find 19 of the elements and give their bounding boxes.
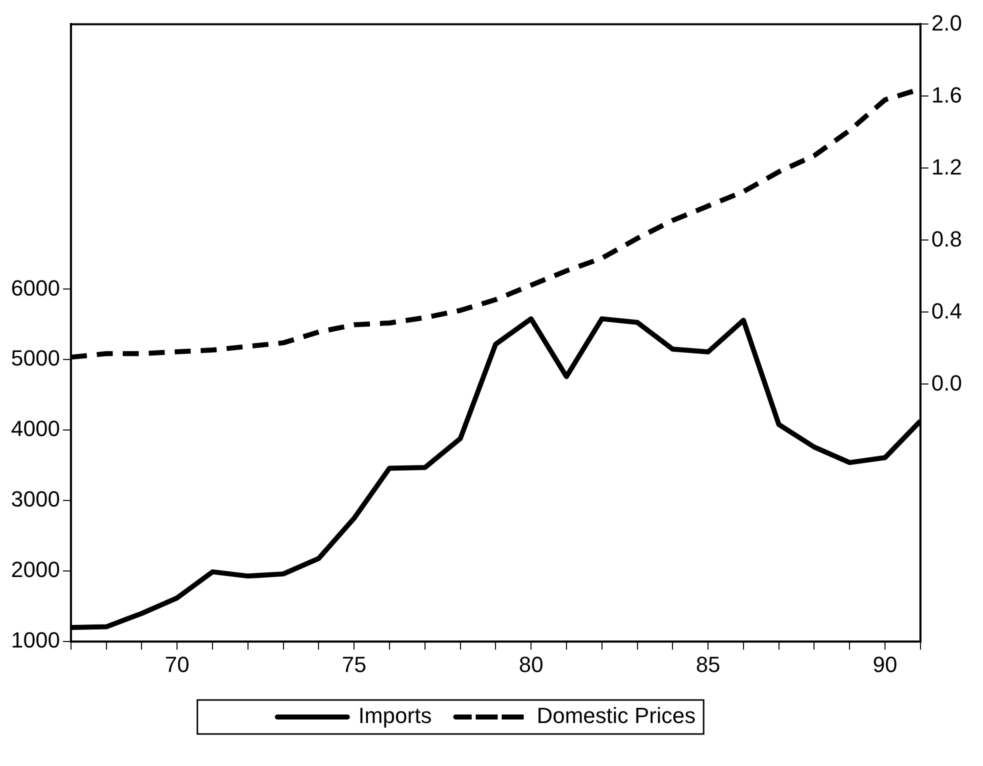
y-tick-label: 4000 [10, 416, 60, 442]
x-tick-label: 75 [342, 652, 366, 677]
y2-tick-label: 1.2 [931, 154, 962, 180]
x-tick-label: 85 [696, 652, 720, 677]
x-tick-label: 80 [518, 652, 544, 677]
y2-tick-label: 0.0 [931, 370, 962, 396]
y-tick-label: 5000 [10, 346, 60, 371]
y2-tick-label: 0.4 [931, 298, 962, 324]
y2-tick-label: 0.8 [931, 226, 962, 252]
y2-tick-label: 1.6 [931, 82, 962, 108]
x-tick-label: 70 [164, 652, 190, 677]
y-tick-label: 6000 [10, 275, 60, 300]
y-tick-label: 1000 [10, 628, 60, 653]
x-tick-label: 90 [872, 652, 898, 677]
y-tick-label: 3000 [10, 486, 60, 512]
legend-label: Domestic Prices [536, 703, 696, 728]
legend-label: Imports [358, 703, 432, 728]
y-tick-label: 2000 [10, 557, 60, 582]
y2-tick-label: 2.0 [931, 10, 962, 36]
